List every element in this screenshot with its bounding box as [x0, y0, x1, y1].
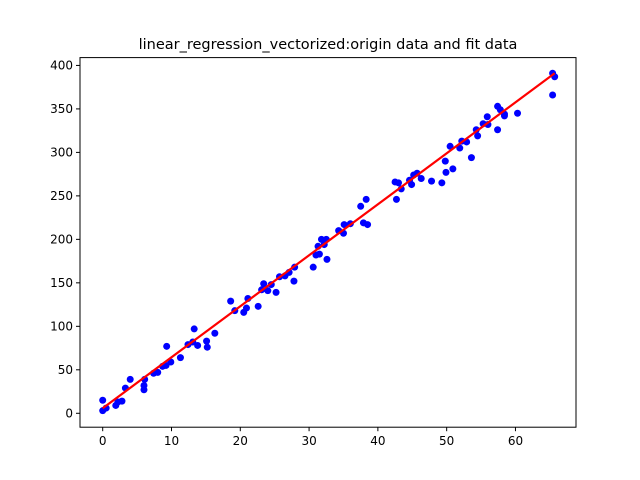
data-point	[154, 368, 162, 376]
data-point	[140, 381, 148, 389]
data-point	[392, 195, 400, 203]
data-point	[211, 329, 219, 337]
data-point	[428, 177, 436, 185]
data-point	[317, 235, 325, 243]
data-point	[99, 396, 107, 404]
scatter-points	[99, 69, 559, 415]
y-tick-label: 50	[58, 363, 73, 377]
data-point	[395, 179, 403, 187]
x-tick-label: 20	[233, 434, 248, 448]
data-point	[494, 126, 502, 134]
data-point	[254, 302, 262, 310]
x-tick-label: 30	[301, 434, 316, 448]
data-point	[176, 354, 184, 362]
y-axis: 0 50 100 150 200 250 300 350 400	[50, 58, 80, 420]
data-point	[163, 342, 171, 350]
data-point	[203, 337, 211, 345]
data-point	[272, 288, 280, 296]
data-point	[514, 109, 522, 117]
x-tick-label: 50	[439, 434, 454, 448]
data-point	[408, 181, 416, 189]
y-tick-label: 200	[50, 232, 73, 246]
data-point	[442, 168, 450, 176]
data-point	[315, 250, 323, 258]
x-tick-label: 60	[508, 434, 523, 448]
data-point	[260, 280, 268, 288]
data-point	[309, 263, 317, 271]
data-point	[126, 375, 134, 383]
data-point	[290, 277, 298, 285]
data-point	[190, 325, 198, 333]
y-tick-label: 350	[50, 102, 73, 116]
data-point	[438, 179, 446, 187]
y-tick-label: 0	[65, 406, 73, 420]
data-point	[323, 255, 331, 263]
data-point	[449, 165, 457, 173]
x-tick-label: 40	[370, 434, 385, 448]
data-point	[456, 144, 464, 152]
data-point	[227, 297, 235, 305]
data-point	[467, 154, 475, 162]
y-tick-label: 250	[50, 189, 73, 203]
data-point	[357, 202, 365, 210]
data-point	[474, 132, 482, 140]
data-point	[446, 142, 454, 150]
y-tick-label: 100	[50, 319, 73, 333]
data-point	[194, 341, 202, 349]
data-point	[417, 174, 425, 182]
data-point	[549, 91, 557, 99]
data-point	[242, 304, 250, 312]
data-point	[118, 397, 126, 405]
data-point	[340, 221, 348, 229]
x-tick-label: 10	[164, 434, 179, 448]
y-tick-label: 150	[50, 276, 73, 290]
x-axis: 0 10 20 30 40 50 60	[99, 427, 523, 448]
data-point	[483, 113, 491, 121]
y-tick-label: 300	[50, 145, 73, 159]
chart-title: linear_regression_vectorized:origin data…	[139, 37, 518, 53]
data-point	[441, 157, 449, 165]
y-tick-label: 400	[50, 58, 73, 72]
fit-line-layer	[102, 72, 556, 410]
data-point	[203, 343, 211, 351]
x-tick-label: 0	[99, 434, 107, 448]
data-point	[264, 287, 272, 295]
fit-line	[102, 72, 556, 410]
data-point	[364, 221, 372, 229]
data-point	[362, 195, 370, 203]
plot-frame	[79, 57, 577, 428]
